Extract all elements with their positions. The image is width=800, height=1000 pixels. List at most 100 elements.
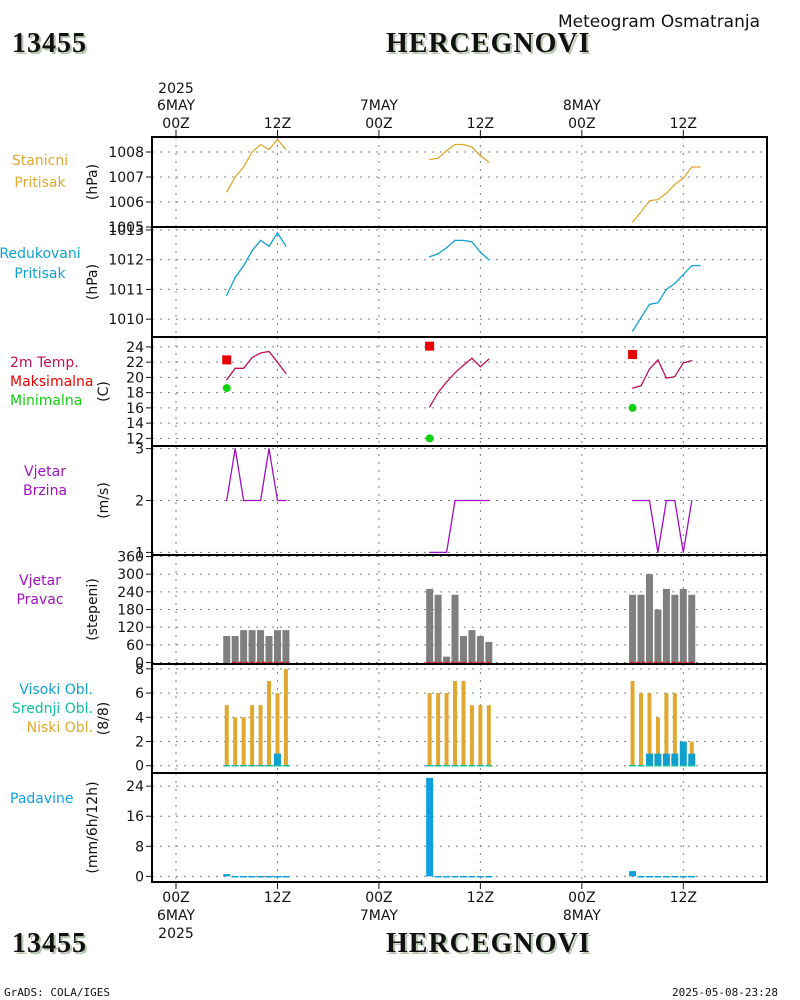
low-cloud-bar (486, 705, 491, 766)
y-tick-label: 1006 (108, 195, 144, 211)
y-tick-label: 20 (126, 370, 144, 386)
y-tick-label: 1010 (108, 312, 144, 328)
precip-bar (223, 874, 231, 877)
data-point (454, 372, 456, 374)
low-cloud-bar (655, 717, 660, 766)
y-axis-label: (hPa) (85, 264, 101, 300)
series-line-temperature (632, 358, 692, 389)
precip-bar (451, 875, 459, 878)
wind-direction-bar (654, 609, 662, 663)
data-point (454, 499, 456, 502)
data-point (488, 259, 490, 261)
wind-direction-bar (688, 594, 696, 663)
time-tick-label-bottom: 12Z (670, 890, 697, 906)
low-cloud-bar (630, 680, 635, 766)
precip-bar (662, 875, 670, 878)
time-tick-label-top: 12Z (670, 116, 697, 132)
data-point (437, 157, 439, 159)
data-point (648, 200, 651, 202)
y-tick-label: 240 (117, 585, 144, 601)
y-tick-label: 1011 (108, 282, 144, 298)
panel-title-line: Pritisak (14, 175, 66, 191)
data-point (479, 251, 481, 253)
precip-bar (629, 871, 637, 877)
date-label-top: 7MAY (360, 98, 398, 114)
wind-direction-bar (434, 594, 442, 663)
data-point (285, 372, 287, 375)
y-tick-label: 6 (135, 686, 144, 702)
y-tick-label: 180 (117, 603, 144, 619)
low-cloud-bar (224, 705, 229, 766)
low-cloud-bar (427, 693, 432, 766)
data-point (699, 166, 701, 168)
low-cloud-bar (283, 668, 288, 766)
data-point (251, 356, 253, 359)
data-point (462, 499, 465, 502)
wind-direction-bar (257, 630, 265, 663)
y-tick-label: 300 (117, 567, 144, 583)
year-label-top: 2025 (158, 81, 194, 97)
y-tick-label: 0 (135, 656, 144, 672)
precip-bar (645, 875, 653, 878)
y-tick-label: 18 (126, 386, 144, 402)
high-cloud-bar (273, 753, 281, 766)
time-tick-label-bottom: 00Z (365, 890, 392, 906)
y-axis-label: (stepeni) (85, 578, 101, 641)
data-point (471, 241, 473, 243)
data-point (479, 155, 481, 157)
data-point (251, 250, 253, 252)
data-point (268, 447, 270, 450)
low-cloud-bar (275, 693, 280, 766)
footer-station-name: HERCEGNOVI (386, 928, 591, 959)
low-cloud-bar (647, 693, 652, 766)
series-line-station_pressure (429, 143, 490, 163)
time-tick-label-top: 00Z (162, 116, 189, 132)
precip-bar (426, 777, 434, 877)
precip-bar (688, 875, 696, 878)
time-tick-label-top: 12Z (264, 116, 291, 132)
series-line-wind_speed (226, 448, 286, 502)
y-tick-label: 8 (135, 662, 144, 678)
precip-bar (273, 875, 281, 878)
panel-wind_speed: 1 2 3 Vjetar Brzina (m/s) (23, 442, 768, 561)
data-point (285, 245, 287, 247)
data-point (226, 499, 228, 502)
panel-title-line: Pravac (16, 592, 63, 608)
panel-clouds: 0 2 4 6 8 Visoki Obl. Srednji Obl. Niski Obl. (8… (12, 662, 768, 775)
y-tick-label: 12 (126, 431, 144, 447)
series-line-wind_speed (632, 499, 693, 553)
y-axis-label: (mm/6h/12h) (85, 781, 101, 873)
y-tick-label: 3 (135, 442, 144, 458)
y-tick-label: 14 (126, 416, 144, 432)
low-cloud-bar (478, 705, 483, 766)
panel-title-line: Stanicni (12, 153, 68, 169)
y-tick-label: 2 (135, 735, 144, 751)
data-point (226, 379, 228, 381)
data-point (243, 265, 245, 267)
tmax-marker (628, 350, 638, 360)
data-point (631, 387, 634, 389)
data-point (479, 499, 481, 502)
data-point (285, 499, 287, 502)
data-point (471, 146, 473, 148)
tmax-marker (222, 355, 232, 365)
wind-direction-bar (485, 641, 493, 663)
data-point (454, 239, 456, 241)
data-point (437, 551, 439, 554)
panel-title-line: Pritisak (14, 266, 66, 282)
panel-frame (151, 772, 768, 883)
panel-title-line: Maksimalna (10, 374, 94, 390)
series-line-wind_speed (429, 499, 489, 554)
panel-title-line: Brzina (23, 483, 67, 499)
data-point (699, 265, 701, 267)
tmin-marker (222, 384, 231, 393)
chart-subtitle: Meteogram Osmatranja (558, 12, 761, 32)
precip-bar (231, 875, 239, 878)
y-tick-label: 1007 (108, 170, 144, 186)
time-tick-label-bottom: 12Z (467, 890, 494, 906)
data-point (259, 352, 262, 354)
data-point (445, 551, 448, 554)
y-tick-label: 1 (135, 545, 144, 561)
data-point (682, 362, 684, 364)
